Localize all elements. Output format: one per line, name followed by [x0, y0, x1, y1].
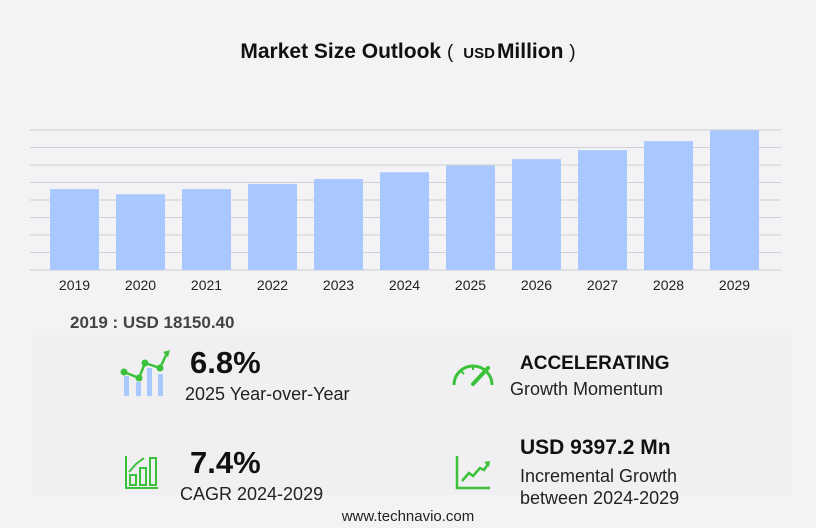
title-paren-open: (: [446, 42, 454, 63]
bar-2024: [380, 172, 429, 270]
x-tick-label: 2025: [455, 277, 486, 293]
bar-2021: [182, 189, 231, 270]
x-tick-label: 2024: [389, 277, 420, 293]
title-unit-word: Million: [496, 40, 564, 63]
momentum-label: Growth Momentum: [510, 379, 664, 399]
speedometer-icon: [452, 364, 494, 386]
x-tick-label: 2021: [191, 277, 222, 293]
yoy-label: 2025 Year-over-Year: [185, 384, 350, 404]
title-paren-close: ): [569, 42, 576, 63]
incremental-value: USD 9397.2 Mn: [520, 436, 671, 459]
title-unit: USD: [463, 45, 495, 62]
title-main: Market Size Outlook: [240, 40, 442, 63]
line-chart-up-icon: [455, 456, 490, 490]
incremental-label-1: Incremental Growth: [520, 466, 678, 486]
stats-panel: [32, 335, 792, 495]
bar-chart: 2019 2020 2021 2022 2023 2024 2025 2026 2027 2028…: [30, 129, 781, 293]
bar-2020: [116, 194, 165, 270]
bar-2023: [314, 179, 363, 270]
cagr-value: 7.4%: [190, 445, 261, 480]
x-tick-label: 2028: [653, 277, 684, 293]
x-tick-label: 2019: [59, 277, 90, 293]
base-year-value: 2019 : USD 18150.40: [70, 313, 235, 332]
bar-2028: [644, 141, 693, 270]
x-tick-label: 2027: [587, 277, 618, 293]
bar-line-growth-icon: [120, 350, 170, 396]
x-tick-label: 2020: [125, 277, 156, 293]
bar-2029: [710, 130, 759, 270]
incremental-label-2: between 2024-2029: [520, 488, 680, 508]
momentum-value: ACCELERATING: [520, 353, 670, 374]
bar-2022: [248, 183, 297, 270]
footer-url[interactable]: www.technavio.com: [341, 508, 475, 525]
bar-2026: [512, 159, 561, 270]
x-tick-label: 2026: [521, 277, 552, 293]
x-tick-label: 2029: [719, 277, 750, 293]
cagr-label: CAGR 2024-2029: [180, 484, 324, 504]
x-tick-label: 2022: [257, 277, 288, 293]
bar-2019: [50, 189, 99, 270]
bar-2027: [578, 150, 627, 270]
yoy-value: 6.8%: [190, 345, 261, 380]
bar-2025: [446, 165, 495, 270]
chart-title: Market Size Outlook ( USDMillion ): [0, 40, 816, 64]
x-tick-label: 2023: [323, 277, 354, 293]
bar-chart-arrow-icon: [125, 456, 158, 489]
